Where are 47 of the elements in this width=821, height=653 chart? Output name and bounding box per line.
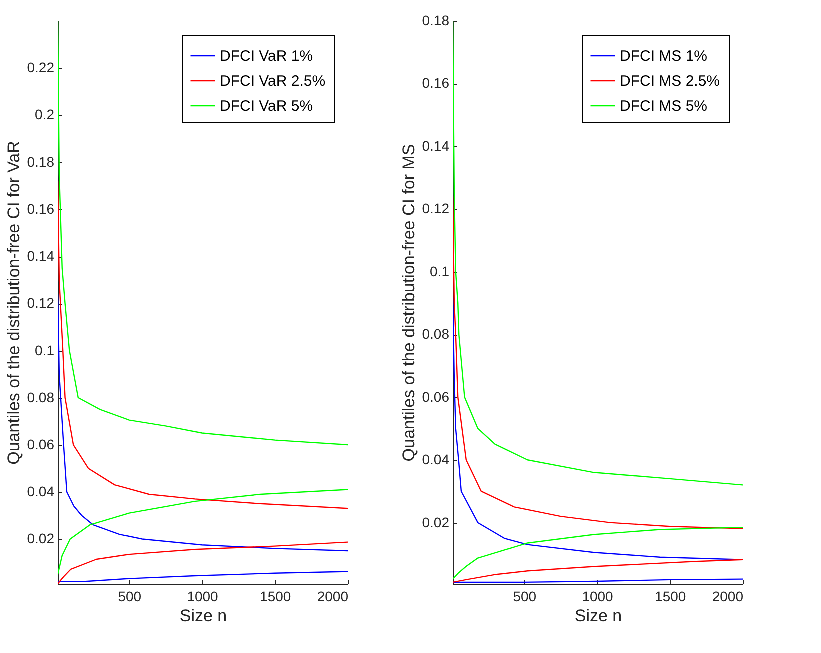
y-tick-label: 0.18 [27, 154, 55, 170]
x-tick-label: 2000 [712, 588, 744, 604]
legend-label: DFCI VaR 1% [220, 48, 314, 65]
y-tick-label: 0.2 [35, 106, 55, 123]
line-series [453, 196, 743, 530]
x-axis-title: Size n [574, 606, 622, 626]
y-tick-label: 0.14 [27, 248, 55, 264]
line-series [453, 526, 743, 580]
y-tick-label: 0.08 [27, 389, 55, 406]
line-series [453, 21, 743, 486]
x-tick-label: 1500 [260, 588, 292, 604]
line-series [453, 296, 743, 560]
legend-label: DFCI MS 2.5% [620, 73, 720, 90]
x-tick-label: 1500 [655, 588, 686, 604]
y-tick-label: 0.12 [27, 295, 55, 312]
x-tick-label: 500 [118, 588, 142, 604]
legend-label: DFCI MS 5% [620, 98, 708, 115]
y-tick-label: 0.14 [422, 138, 450, 154]
x-tick-label: 2000 [317, 588, 349, 604]
y-axis-title: Quantiles of the distribution-free CI for MS [399, 144, 418, 462]
legend-label: DFCI VaR 2.5% [220, 73, 326, 90]
y-tick-label: 0.16 [422, 75, 450, 92]
x-tick-label: 500 [513, 588, 537, 604]
y-tick-label: 0.16 [27, 200, 55, 217]
line-series [58, 180, 348, 510]
y-tick-label: 0.04 [27, 484, 55, 500]
x-axis-title: Size n [180, 606, 228, 626]
y-axis-title: Quantiles of the distribution-free CI for VaR [4, 141, 24, 465]
x-tick-label: 1000 [582, 588, 614, 604]
y-tick-label: 0.1 [430, 263, 450, 280]
y-tick-label: 0.06 [27, 436, 55, 453]
line-series [58, 571, 348, 582]
y-tick-label: 0.1 [35, 342, 55, 358]
y-tick-label: 0.08 [422, 326, 450, 342]
line-series [58, 21, 348, 446]
y-tick-label: 0.02 [27, 530, 55, 547]
y-tick-label: 0.12 [422, 200, 450, 217]
y-tick-label: 0.04 [422, 452, 450, 468]
line-series [58, 489, 348, 576]
y-tick-label: 0.02 [422, 514, 450, 530]
y-tick-label: 0.18 [422, 12, 450, 28]
y-tick-label: 0.06 [422, 388, 450, 405]
legend-label: DFCI MS 1% [620, 48, 708, 65]
legend-label: DFCI VaR 5% [220, 98, 314, 115]
line-series [58, 294, 348, 552]
y-tick-label: 0.22 [27, 60, 55, 76]
x-tick-label: 1000 [187, 588, 219, 604]
